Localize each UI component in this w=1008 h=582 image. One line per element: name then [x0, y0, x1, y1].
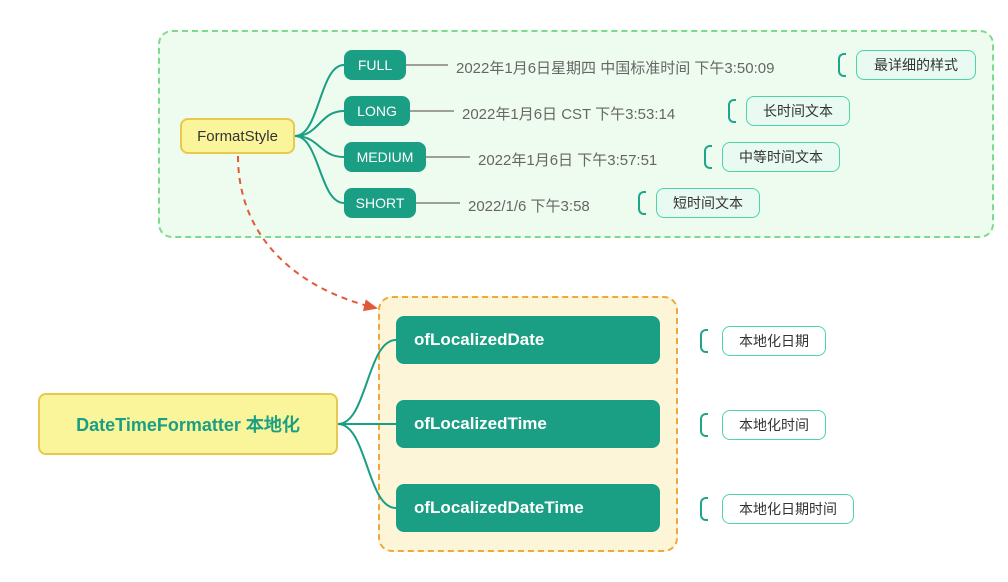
datetimeformatter-root-label: DateTimeFormatter 本地化 [76, 411, 300, 437]
formatstyle-badge-medium: MEDIUM [344, 142, 426, 172]
formatstyle-example-short: 2022/1/6 下午3:58 [468, 195, 590, 216]
bracket-icon [700, 413, 708, 437]
formatstyle-badge-short: SHORT [344, 188, 416, 218]
formatstyle-badge-full: FULL [344, 50, 406, 80]
dtf-note-ofLocalizedDate: 本地化日期 [722, 326, 826, 356]
bracket-icon [638, 191, 646, 215]
bracket-icon [704, 145, 712, 169]
formatstyle-note-short: 短时间文本 [656, 188, 760, 218]
bracket-icon [728, 99, 736, 123]
bracket-icon [700, 329, 708, 353]
dtf-note-ofLocalizedTime: 本地化时间 [722, 410, 826, 440]
bracket-icon [838, 53, 846, 77]
formatstyle-note-medium: 中等时间文本 [722, 142, 840, 172]
formatstyle-root: FormatStyle [180, 118, 295, 154]
formatstyle-note-full: 最详细的样式 [856, 50, 976, 80]
formatstyle-example-full: 2022年1月6日星期四 中国标准时间 下午3:50:09 [456, 57, 774, 78]
formatstyle-root-label: FormatStyle [197, 128, 278, 145]
bracket-icon [700, 497, 708, 521]
formatstyle-example-long: 2022年1月6日 CST 下午3:53:14 [462, 103, 675, 124]
datetimeformatter-root: DateTimeFormatter 本地化 [38, 393, 338, 455]
dtf-method-ofLocalizedTime: ofLocalizedTime [396, 400, 660, 448]
dtf-note-ofLocalizedDateTime: 本地化日期时间 [722, 494, 854, 524]
formatstyle-note-long: 长时间文本 [746, 96, 850, 126]
dtf-method-ofLocalizedDate: ofLocalizedDate [396, 316, 660, 364]
formatstyle-badge-long: LONG [344, 96, 410, 126]
formatstyle-example-medium: 2022年1月6日 下午3:57:51 [478, 149, 657, 170]
dtf-method-ofLocalizedDateTime: ofLocalizedDateTime [396, 484, 660, 532]
